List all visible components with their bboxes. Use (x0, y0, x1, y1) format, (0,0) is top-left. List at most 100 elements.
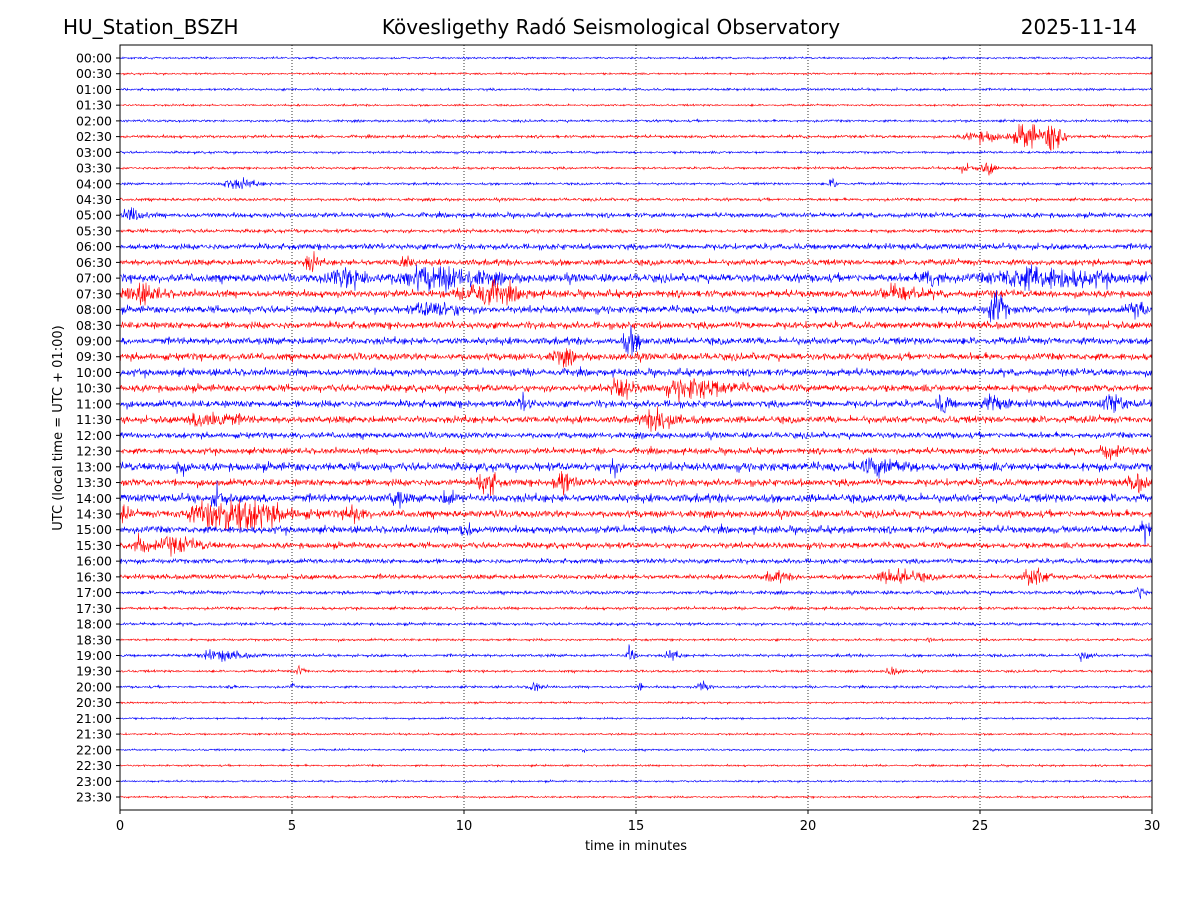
trace-row-0330 (120, 162, 1152, 176)
y-tick-label: 17:00 (76, 585, 112, 600)
x-tick-label: 25 (972, 819, 989, 834)
y-axis: 00:0000:3001:0001:3002:0002:3003:0003:30… (76, 51, 120, 805)
trace-row-0500 (120, 207, 1152, 221)
x-axis-label: time in minutes (585, 839, 687, 854)
y-tick-label: 05:30 (76, 223, 112, 238)
trace-row-2130 (120, 731, 1152, 737)
y-tick-label: 21:30 (76, 727, 112, 742)
y-tick-label: 03:30 (76, 161, 112, 176)
trace-row-2030 (120, 700, 1152, 706)
trace-row-1800 (120, 621, 1152, 628)
trace-row-1730 (120, 605, 1152, 612)
trace-row-0530 (120, 227, 1152, 235)
y-tick-label: 22:30 (76, 758, 112, 773)
trace-row-2330 (120, 794, 1152, 800)
x-tick-label: 5 (288, 819, 296, 834)
y-tick-label: 14:30 (76, 506, 112, 521)
y-tick-label: 11:00 (76, 396, 112, 411)
traces (120, 55, 1152, 800)
y-tick-label: 15:30 (76, 538, 112, 553)
trace-row-1900 (120, 644, 1152, 663)
y-tick-label: 07:00 (76, 271, 112, 286)
x-axis: 0 5 10 15 20 25 30 (116, 810, 1160, 834)
y-tick-label: 23:30 (76, 790, 112, 805)
y-tick-label: 04:00 (76, 176, 112, 191)
trace-row-0830 (120, 320, 1152, 330)
y-tick-label: 18:00 (76, 617, 112, 632)
y-tick-label: 16:30 (76, 569, 112, 584)
trace-row-0700 (120, 264, 1152, 293)
trace-row-0230 (120, 123, 1152, 151)
chart-date: 2025-11-14 (1020, 15, 1137, 39)
trace-row-1830 (120, 637, 1152, 644)
y-tick-label: 18:30 (76, 632, 112, 647)
y-tick-label: 20:00 (76, 679, 112, 694)
y-tick-label: 00:00 (76, 51, 112, 66)
y-tick-label: 01:00 (76, 82, 112, 97)
y-tick-label: 22:00 (76, 742, 112, 757)
y-tick-label: 10:00 (76, 365, 112, 380)
trace-row-0630 (120, 251, 1152, 273)
trace-row-1030 (120, 377, 1152, 403)
x-tick-label: 10 (456, 819, 473, 834)
y-tick-label: 09:00 (76, 334, 112, 349)
trace-row-1300 (120, 457, 1152, 479)
y-axis-label: UTC (local time = UTC + 01:00) (51, 325, 66, 530)
y-tick-label: 07:30 (76, 286, 112, 301)
chart-title: Kövesligethy Radó Seismological Observat… (381, 15, 841, 39)
x-tick-label: 20 (800, 819, 817, 834)
y-tick-label: 15:00 (76, 522, 112, 537)
trace-row-2300 (120, 779, 1152, 784)
trace-row-0730 (120, 278, 1152, 306)
trace-row-1200 (120, 430, 1152, 441)
y-tick-label: 11:30 (76, 412, 112, 427)
trace-row-1130 (120, 406, 1152, 432)
trace-row-1430 (120, 499, 1152, 532)
trace-row-0430 (120, 196, 1152, 204)
y-tick-label: 16:00 (76, 554, 112, 569)
trace-row-1930 (120, 664, 1152, 676)
y-tick-label: 19:30 (76, 664, 112, 679)
trace-row-0000 (120, 55, 1152, 61)
trace-row-1500 (120, 520, 1152, 546)
x-tick-label: 30 (1144, 819, 1161, 834)
y-tick-label: 02:00 (76, 113, 112, 128)
y-tick-label: 17:30 (76, 601, 112, 616)
trace-row-0900 (120, 325, 1152, 356)
y-tick-label: 06:00 (76, 239, 112, 254)
y-tick-label: 19:00 (76, 648, 112, 663)
y-tick-label: 01:30 (76, 98, 112, 113)
trace-row-1100 (120, 391, 1152, 414)
trace-row-0200 (120, 118, 1152, 124)
x-tick-label: 15 (628, 819, 645, 834)
trace-row-0600 (120, 242, 1152, 251)
y-tick-label: 20:30 (76, 695, 112, 710)
trace-row-1600 (120, 557, 1152, 566)
y-tick-label: 12:00 (76, 428, 112, 443)
y-tick-label: 12:30 (76, 444, 112, 459)
y-tick-label: 00:30 (76, 66, 112, 81)
trace-row-0030 (120, 71, 1152, 77)
trace-row-2230 (120, 763, 1152, 768)
y-tick-label: 08:00 (76, 302, 112, 317)
trace-row-0100 (120, 86, 1152, 93)
trace-row-0930 (120, 348, 1152, 368)
y-tick-label: 21:00 (76, 711, 112, 726)
y-tick-label: 09:30 (76, 349, 112, 364)
trace-row-1400 (120, 480, 1152, 509)
y-tick-label: 02:30 (76, 129, 112, 144)
y-tick-label: 04:30 (76, 192, 112, 207)
y-tick-label: 23:00 (76, 774, 112, 789)
y-tick-label: 06:30 (76, 255, 112, 270)
y-tick-label: 13:30 (76, 475, 112, 490)
trace-row-1700 (120, 586, 1152, 599)
trace-row-1630 (120, 567, 1152, 586)
trace-row-0800 (120, 289, 1152, 323)
trace-row-1530 (120, 532, 1152, 557)
grid-lines (291, 45, 981, 810)
y-tick-label: 05:00 (76, 208, 112, 223)
trace-row-2100 (120, 716, 1152, 721)
trace-row-1330 (120, 470, 1152, 497)
trace-row-0130 (120, 102, 1152, 108)
